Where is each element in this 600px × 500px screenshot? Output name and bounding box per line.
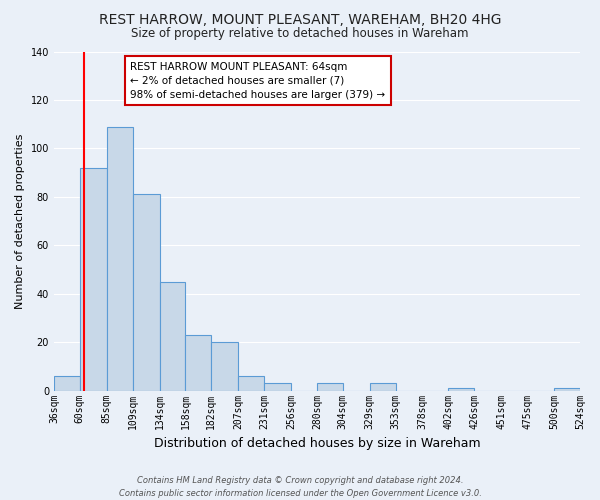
Text: Contains HM Land Registry data © Crown copyright and database right 2024.
Contai: Contains HM Land Registry data © Crown c… bbox=[119, 476, 481, 498]
Bar bbox=[554, 388, 580, 390]
Bar bbox=[133, 194, 160, 390]
Bar bbox=[211, 342, 238, 390]
Bar bbox=[107, 126, 133, 390]
Text: REST HARROW MOUNT PLEASANT: 64sqm
← 2% of detached houses are smaller (7)
98% of: REST HARROW MOUNT PLEASANT: 64sqm ← 2% o… bbox=[130, 62, 385, 100]
Text: Size of property relative to detached houses in Wareham: Size of property relative to detached ho… bbox=[131, 28, 469, 40]
X-axis label: Distribution of detached houses by size in Wareham: Distribution of detached houses by size … bbox=[154, 437, 480, 450]
Text: REST HARROW, MOUNT PLEASANT, WAREHAM, BH20 4HG: REST HARROW, MOUNT PLEASANT, WAREHAM, BH… bbox=[99, 12, 501, 26]
Bar bbox=[370, 384, 395, 390]
Bar bbox=[264, 384, 291, 390]
Bar bbox=[448, 388, 475, 390]
Bar bbox=[238, 376, 264, 390]
Bar bbox=[317, 384, 343, 390]
Bar bbox=[160, 282, 185, 391]
Y-axis label: Number of detached properties: Number of detached properties bbox=[15, 134, 25, 309]
Bar bbox=[80, 168, 107, 390]
Bar bbox=[185, 335, 211, 390]
Bar bbox=[54, 376, 80, 390]
